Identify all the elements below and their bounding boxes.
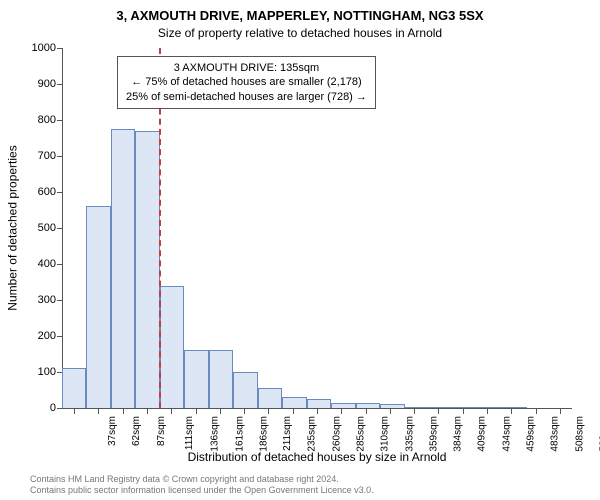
y-tick: 500 [0, 222, 56, 234]
histogram-bar [282, 397, 306, 408]
attribution-line2: Contains public sector information licen… [30, 485, 374, 496]
chart-title: 3, AXMOUTH DRIVE, MAPPERLEY, NOTTINGHAM,… [0, 8, 600, 23]
attribution-line1: Contains HM Land Registry data © Crown c… [30, 474, 374, 485]
x-tick [487, 409, 488, 414]
histogram-bar [331, 403, 355, 408]
y-tick: 900 [0, 78, 56, 90]
x-tick-label: 335sqm [404, 416, 415, 452]
histogram-bar [307, 399, 331, 408]
x-tick-label: 508sqm [574, 416, 585, 452]
x-tick [366, 409, 367, 414]
x-tick [268, 409, 269, 414]
x-tick-label: 161sqm [234, 416, 245, 452]
x-tick [74, 409, 75, 414]
x-axis-label: Distribution of detached houses by size … [62, 450, 572, 464]
x-tick-label: 87sqm [156, 416, 167, 446]
y-tick: 100 [0, 366, 56, 378]
histogram-bar [502, 407, 526, 408]
histogram-bar [454, 407, 478, 408]
y-tick: 600 [0, 186, 56, 198]
attribution: Contains HM Land Registry data © Crown c… [30, 474, 374, 496]
y-tick: 1000 [0, 42, 56, 54]
x-tick-label: 384sqm [453, 416, 464, 452]
x-tick [536, 409, 537, 414]
x-tick-label: 310sqm [380, 416, 391, 452]
x-tick-label: 359sqm [428, 416, 439, 452]
histogram-bar [62, 368, 86, 408]
histogram-bar [380, 404, 404, 408]
annotation-line3: 25% of semi-detached houses are larger (… [126, 90, 367, 104]
x-tick [560, 409, 561, 414]
histogram-bar [135, 131, 159, 408]
x-tick-label: 260sqm [331, 416, 342, 452]
y-tick: 400 [0, 258, 56, 270]
x-tick-label: 62sqm [131, 416, 142, 446]
x-tick-label: 136sqm [210, 416, 221, 452]
x-tick-label: 434sqm [501, 416, 512, 452]
x-tick [341, 409, 342, 414]
x-tick [196, 409, 197, 414]
x-tick-label: 211sqm [282, 416, 293, 451]
y-tick: 0 [0, 402, 56, 414]
x-tick [220, 409, 221, 414]
x-tick [244, 409, 245, 414]
histogram-bar [184, 350, 208, 408]
x-tick-label: 409sqm [477, 416, 488, 452]
x-tick-label: 285sqm [356, 416, 367, 452]
annotation-box: 3 AXMOUTH DRIVE: 135sqm ← 75% of detache… [117, 56, 376, 109]
histogram-bar [233, 372, 257, 408]
histogram-bar [160, 286, 184, 408]
histogram-bar [86, 206, 110, 408]
x-tick-label: 37sqm [107, 416, 118, 446]
x-tick [171, 409, 172, 414]
x-tick [293, 409, 294, 414]
histogram-bar [478, 407, 502, 408]
annotation-line1: 3 AXMOUTH DRIVE: 135sqm [126, 61, 367, 75]
chart-subtitle: Size of property relative to detached ho… [0, 26, 600, 40]
y-tick: 200 [0, 330, 56, 342]
y-tick: 300 [0, 294, 56, 306]
y-tick: 700 [0, 150, 56, 162]
x-tick-label: 186sqm [258, 416, 269, 452]
x-tick [147, 409, 148, 414]
annotation-line2: ← 75% of detached houses are smaller (2,… [126, 75, 367, 89]
x-tick [317, 409, 318, 414]
histogram-bar [258, 388, 282, 408]
x-tick-label: 459sqm [526, 416, 537, 452]
x-tick [390, 409, 391, 414]
histogram-bar [209, 350, 233, 408]
x-tick [511, 409, 512, 414]
histogram-bar [429, 407, 453, 408]
plot-area: 3 AXMOUTH DRIVE: 135sqm ← 75% of detache… [62, 48, 572, 409]
x-tick-label: 235sqm [307, 416, 318, 452]
x-tick-label: 483sqm [550, 416, 561, 452]
x-tick-label: 111sqm [184, 416, 195, 450]
histogram-bar [356, 403, 380, 408]
y-tick: 800 [0, 114, 56, 126]
x-tick [463, 409, 464, 414]
chart-container: 3, AXMOUTH DRIVE, MAPPERLEY, NOTTINGHAM,… [0, 0, 600, 500]
x-tick [98, 409, 99, 414]
x-tick [123, 409, 124, 414]
histogram-bar [111, 129, 135, 408]
histogram-bar [405, 407, 429, 408]
x-tick [438, 409, 439, 414]
x-tick [414, 409, 415, 414]
